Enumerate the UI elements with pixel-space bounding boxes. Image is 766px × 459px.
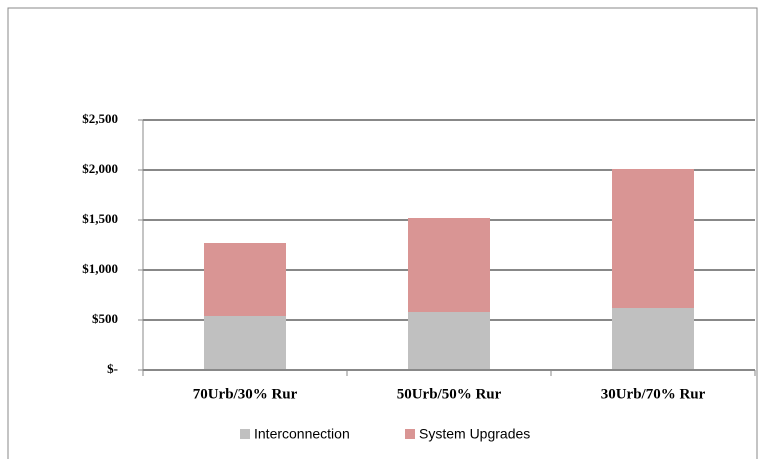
bar-segment [408,312,490,370]
legend-label: Interconnection [254,426,350,442]
legend-label: System Upgrades [419,426,530,442]
y-tick-label: $500 [92,311,118,326]
y-tick-label: $2,500 [82,111,118,126]
bar-segment [204,316,286,370]
bar-segment [612,308,694,370]
bar-segment [408,218,490,312]
y-tick-label: $1,000 [82,261,118,276]
legend-swatch [405,429,415,439]
y-tick-label: $2,000 [82,161,118,176]
chart-border [7,7,758,459]
x-tick-label: 50Urb/50% Rur [397,386,502,402]
y-tick-label: $- [107,361,118,376]
x-tick-label: 70Urb/30% Rur [193,386,298,402]
y-tick-label: $1,500 [82,211,118,226]
x-tick-label: 30Urb/70% Rur [601,386,706,402]
bar-segment [612,169,694,308]
bar-segment [204,243,286,316]
legend-swatch [240,429,250,439]
